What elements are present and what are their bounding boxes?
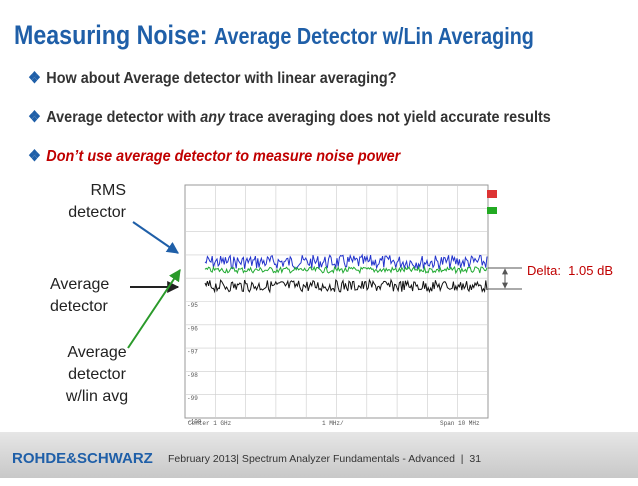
- label-line: Average: [50, 276, 110, 293]
- average-lin-arrow: [127, 269, 181, 349]
- x-label: 1 MHz/: [322, 420, 344, 427]
- y-label: -100: [187, 419, 202, 426]
- bullet: ❖ How about Average detector with linear …: [28, 70, 397, 87]
- noise-trace: [204, 253, 488, 270]
- label-line: detector: [68, 366, 126, 383]
- bullet: ❖ Don’t use average detector to measure n…: [28, 148, 401, 165]
- title-main: Measuring Noise:: [14, 20, 208, 50]
- y-label: -95: [187, 302, 198, 309]
- label-line: Average: [67, 344, 127, 361]
- noise-trace: [204, 265, 488, 275]
- footer-logo: ROHDE&SCHWARZ: [12, 450, 153, 467]
- footer: ROHDE&SCHWARZ February 2013| Spectrum An…: [0, 432, 638, 478]
- bullet-emphasis: any: [200, 109, 226, 126]
- screen-graphics: -95-96-97-98-99-100 Center 1 GHz 1 MHz/ …: [127, 184, 522, 427]
- footer-text: February 2013| Spectrum Analyzer Fundame…: [168, 453, 482, 465]
- noise-trace: [204, 278, 488, 294]
- average-lin-label: Average detector w/lin avg: [62, 342, 132, 408]
- y-label: -99: [187, 395, 198, 402]
- bullet-text: trace averaging does not yield accurate …: [225, 109, 551, 126]
- bullet: ❖ Average detector with any trace averagi…: [28, 109, 551, 126]
- delta-label: Delta: 1.05 dB: [527, 263, 613, 278]
- y-label: -96: [187, 325, 198, 332]
- average-label: Average detector: [50, 274, 109, 318]
- indicator: [487, 190, 497, 198]
- bullet-text: How about Average detector with linear a…: [46, 70, 397, 87]
- title-sub: Average Detector w/Lin Averaging: [214, 23, 534, 49]
- bullet-text: Don’t use average detector to measure no…: [46, 148, 401, 165]
- x-label: Span 10 MHz: [440, 420, 480, 427]
- rms-label: RMS detector: [68, 180, 126, 224]
- bullet-text: Average detector with: [46, 109, 201, 126]
- indicator: [487, 207, 497, 214]
- label-line: w/lin avg: [65, 388, 129, 405]
- label-line: RMS: [90, 182, 126, 199]
- y-labels: -95 -96 -97 -98 -99 -100: [187, 302, 202, 426]
- y-label: -98: [187, 372, 198, 379]
- screen-grid: [185, 185, 488, 418]
- traces: [204, 253, 488, 294]
- y-label: -97: [187, 349, 198, 356]
- x-label: Center 1 GHz: [188, 420, 232, 427]
- label-line: detector: [68, 204, 126, 221]
- slide-title: Measuring Noise: Average Detector w/Lin …: [14, 20, 534, 51]
- rms-arrow: [132, 221, 179, 254]
- label-line: detector: [50, 298, 108, 315]
